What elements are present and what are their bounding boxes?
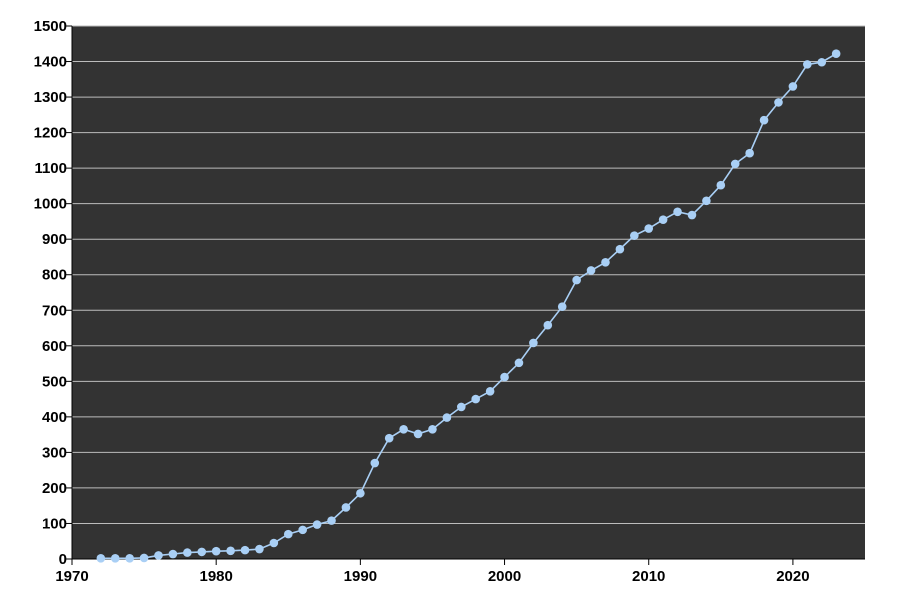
y-axis-tick-labels: 0 100 200 300 400 500 600 700 800 900 1000 1100 1200… (34, 18, 67, 568)
data-point (500, 372, 509, 382)
data-point (283, 529, 293, 539)
data-point (543, 320, 553, 330)
data-point (730, 159, 740, 169)
y-tick-label: 300 (42, 444, 67, 461)
y-tick-label: 1000 (34, 196, 67, 213)
data-point (110, 553, 120, 563)
y-tick-label: 1200 (34, 125, 67, 142)
y-tick-label: 700 (42, 302, 67, 319)
data-point (586, 266, 596, 275)
axes (66, 25, 865, 565)
data-point (139, 553, 149, 563)
data-point (644, 224, 654, 233)
data-point (327, 516, 336, 525)
data-point (442, 413, 452, 422)
y-tick-label: 500 (42, 373, 67, 390)
data-point (759, 115, 769, 125)
data-point (226, 546, 235, 556)
data-point (774, 98, 783, 107)
y-tick-label: 900 (42, 231, 67, 248)
data-point (413, 429, 423, 439)
data-point (125, 553, 134, 563)
data-point (658, 215, 668, 224)
y-tick-label: 100 (42, 515, 67, 532)
data-point (269, 538, 279, 548)
data-point (240, 545, 250, 555)
series-line-group (96, 49, 841, 563)
data-point (687, 210, 697, 220)
data-point (601, 257, 610, 267)
x-tick-label: 2020 (776, 568, 809, 585)
data-point (456, 402, 466, 412)
y-tick-label: 1400 (34, 54, 67, 71)
y-tick-label: 200 (42, 480, 67, 497)
data-point (255, 544, 264, 554)
data-point (673, 207, 682, 217)
data-point (341, 503, 351, 512)
y-tick-label: 1500 (34, 18, 67, 35)
data-point (803, 60, 812, 69)
data-point (485, 386, 495, 396)
data-point (298, 525, 307, 535)
y-tick-label: 800 (42, 267, 67, 284)
x-tick-label: 1990 (344, 568, 377, 585)
y-tick-label: 1100 (34, 160, 67, 177)
data-point (211, 546, 221, 556)
data-point (702, 196, 711, 206)
x-tick-label: 1970 (55, 568, 88, 585)
data-point (817, 57, 827, 67)
x-tick-label: 2000 (488, 568, 521, 585)
data-point (471, 394, 481, 404)
data-point (788, 82, 798, 91)
data-point (630, 231, 639, 240)
x-tick-label: 2010 (632, 568, 665, 585)
y-tick-label: 400 (42, 409, 67, 426)
data-point (716, 180, 726, 190)
plot-area (72, 26, 865, 559)
data-point (356, 488, 365, 498)
data-point (370, 458, 380, 468)
data-point (168, 549, 178, 559)
data-point (399, 425, 408, 434)
data-point (96, 553, 106, 563)
y-tick-label: 1300 (34, 89, 67, 106)
gridlines (72, 25, 865, 524)
data-point (572, 275, 581, 285)
y-tick-label: 600 (42, 338, 67, 355)
data-point (745, 148, 754, 158)
y-tick-label: 0 (59, 551, 67, 568)
data-point (529, 338, 538, 348)
x-axis-tick-labels: 1970 1980 1990 2000 2010 2020 (55, 568, 809, 585)
data-point (312, 520, 322, 529)
data-point (384, 433, 394, 443)
data-point (615, 244, 625, 254)
data-point (197, 547, 207, 557)
data-point (831, 49, 841, 59)
x-tick-label: 1980 (199, 568, 232, 585)
data-point (557, 302, 567, 312)
data-point (154, 551, 163, 560)
series-line (100, 53, 837, 560)
data-point (428, 425, 437, 434)
data-point (514, 358, 524, 368)
data-point (183, 548, 192, 557)
